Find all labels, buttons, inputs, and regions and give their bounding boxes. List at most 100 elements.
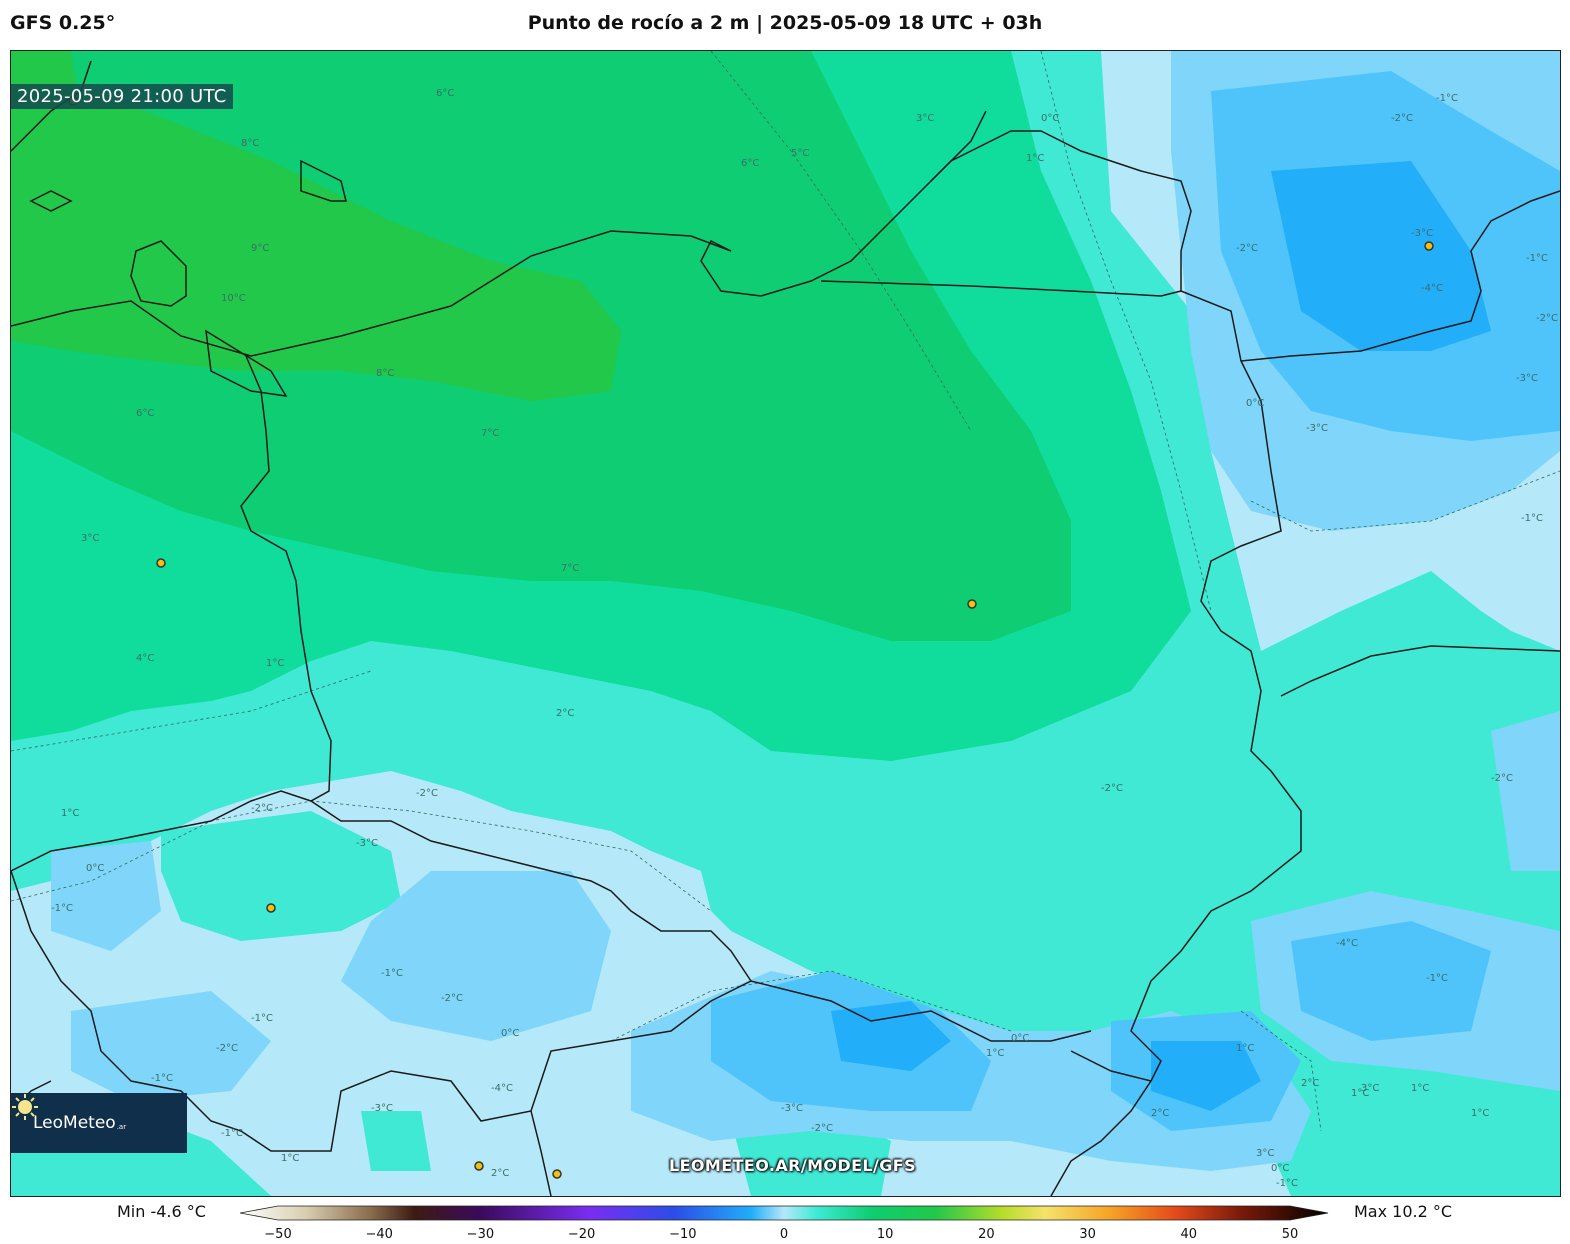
contour-label: 2°C <box>1301 1078 1319 1089</box>
contour-label: 10°C <box>221 293 246 304</box>
colorbar-tick-label: 40 <box>1180 1227 1198 1242</box>
station-marker <box>266 903 276 913</box>
blue-region-e <box>1491 711 1560 871</box>
deep-blue-s2 <box>1151 1041 1261 1111</box>
contour-label: 5°C <box>791 148 809 159</box>
colorbar-tick-label: −30 <box>466 1227 495 1242</box>
logo-text: LeoMeteo <box>33 1113 116 1133</box>
contour-label: -3°C <box>371 1103 393 1114</box>
colorbar-tick-label: 50 <box>1281 1227 1299 1242</box>
station-marker <box>156 558 166 568</box>
contour-label: 1°C <box>1236 1043 1254 1054</box>
contour-labels: 6°C 8°C 9°C 10°C 8°C 6°C 7°C 3°C 7°C 4°C 1°C 2°C 6°C… <box>51 88 1558 1189</box>
contour-label: -1°C <box>251 1013 273 1024</box>
colorbar-tick-label: −20 <box>567 1227 596 1242</box>
station-marker <box>474 1161 484 1171</box>
site-watermark[interactable]: LEOMETEO.AR/MODEL/GFS <box>669 1156 917 1175</box>
contour-label: 1°C <box>986 1048 1004 1059</box>
sun-icon <box>12 1094 38 1120</box>
contour-label: 6°C <box>436 88 454 99</box>
blue-region-sw2 <box>341 871 611 1041</box>
contour-label: -2°C <box>251 803 273 814</box>
contour-label: 0°C <box>1246 398 1264 409</box>
contour-label: -2°C <box>1101 783 1123 794</box>
contour-label: -1°C <box>151 1073 173 1084</box>
station-marker <box>552 1169 562 1179</box>
map-panel[interactable]: 6°C 8°C 9°C 10°C 8°C 6°C 7°C 3°C 7°C 4°C 1°C 2°C 6°C… <box>10 50 1561 1197</box>
station-marker <box>1424 241 1434 251</box>
contour-label: -1°C <box>1436 93 1458 104</box>
blue-region-sw <box>51 841 161 951</box>
contour-label: 7°C <box>481 428 499 439</box>
contour-label: -3°C <box>356 838 378 849</box>
contour-label: 1°C <box>266 658 284 669</box>
dewpoint-map[interactable]: 6°C 8°C 9°C 10°C 8°C 6°C 7°C 3°C 7°C 4°C 1°C 2°C 6°C… <box>11 51 1560 1196</box>
colorbar-max-label: Max 10.2 °C <box>1354 1202 1453 1221</box>
leometeo-logo[interactable]: LeoMeteo .ar <box>11 1093 187 1153</box>
colorbar-tick-label: 10 <box>876 1227 894 1242</box>
contour-label: -3°C <box>1516 373 1538 384</box>
colorbar-min-label: Min -4.6 °C <box>117 1202 206 1221</box>
contour-label: -3°C <box>1306 423 1328 434</box>
contour-label: -1°C <box>221 1128 243 1139</box>
aqua-patch-south <box>161 811 401 941</box>
colorbar-ramp <box>240 1205 1329 1221</box>
contour-label: -2°C <box>441 993 463 1004</box>
contour-label: -2°C <box>1536 313 1558 324</box>
contour-label: 0°C <box>1041 113 1059 124</box>
colorbar-tick-label: −50 <box>264 1227 292 1242</box>
contour-label: -4°C <box>491 1083 513 1094</box>
contour-label: -2°C <box>1491 773 1513 784</box>
valid-time-badge: 2025-05-09 21:00 UTC <box>11 84 233 109</box>
contour-label: -1°C <box>381 968 403 979</box>
contour-label: 6°C <box>741 158 759 169</box>
contour-label: 1°C <box>1471 1108 1489 1119</box>
contour-label: 1°C <box>61 808 79 819</box>
contour-label: -1°C <box>1276 1178 1298 1189</box>
contour-label: 3°C <box>81 533 99 544</box>
colorbar-tick-label: −10 <box>669 1227 697 1242</box>
contour-label: -2°C <box>811 1123 833 1134</box>
contour-label: -2°C <box>1391 113 1413 124</box>
contour-label: 3°C <box>916 113 934 124</box>
contour-label: -2°C <box>1236 243 1258 254</box>
deep-blue-ne <box>1271 161 1491 351</box>
contour-label: -3°C <box>1411 228 1433 239</box>
contour-label: 1°C <box>1026 153 1044 164</box>
contour-label: 0°C <box>86 863 104 874</box>
contour-label: 3°C <box>1361 1083 1379 1094</box>
model-label: GFS 0.25° <box>10 12 116 34</box>
contour-label: 7°C <box>561 563 579 574</box>
contour-label: 1°C <box>1411 1083 1429 1094</box>
contour-label: 0°C <box>1011 1033 1029 1044</box>
contour-label: 0°C <box>1271 1163 1289 1174</box>
chart-title: Punto de rocío a 2 m | 2025-05-09 18 UTC… <box>527 12 1043 34</box>
contour-label: 3°C <box>1256 1148 1274 1159</box>
contour-label: -2°C <box>216 1043 238 1054</box>
blue-region-se-inner <box>1291 921 1491 1041</box>
logo-tld: .ar <box>116 1123 127 1131</box>
contour-label: -1°C <box>1521 513 1543 524</box>
contour-label: 8°C <box>241 138 259 149</box>
contour-label: 4°C <box>136 653 154 664</box>
colorbar-tick-label: 30 <box>1079 1227 1096 1242</box>
blue-region-sw3 <box>71 991 271 1101</box>
deep-blue-s1 <box>831 1001 951 1071</box>
contour-label: 2°C <box>491 1168 509 1179</box>
colorbar-tick-label: 20 <box>978 1227 995 1242</box>
contour-label: -1°C <box>1426 973 1448 984</box>
colorbar <box>240 1205 1329 1221</box>
contour-label: -1°C <box>1526 253 1548 264</box>
contour-label: 1°C <box>1351 1088 1369 1099</box>
aqua-patch-se <box>1311 1081 1560 1196</box>
contour-label: 0°C <box>501 1028 519 1039</box>
aqua-patch-center <box>991 811 1211 951</box>
colorbar-tick-label: 0 <box>779 1227 789 1242</box>
contour-label: 2°C <box>556 708 574 719</box>
contour-label: -4°C <box>1336 938 1358 949</box>
contour-label: -3°C <box>781 1103 803 1114</box>
contour-label: 8°C <box>376 368 394 379</box>
contour-label: 1°C <box>281 1153 299 1164</box>
contour-label: -1°C <box>51 903 73 914</box>
contour-label: -2°C <box>416 788 438 799</box>
